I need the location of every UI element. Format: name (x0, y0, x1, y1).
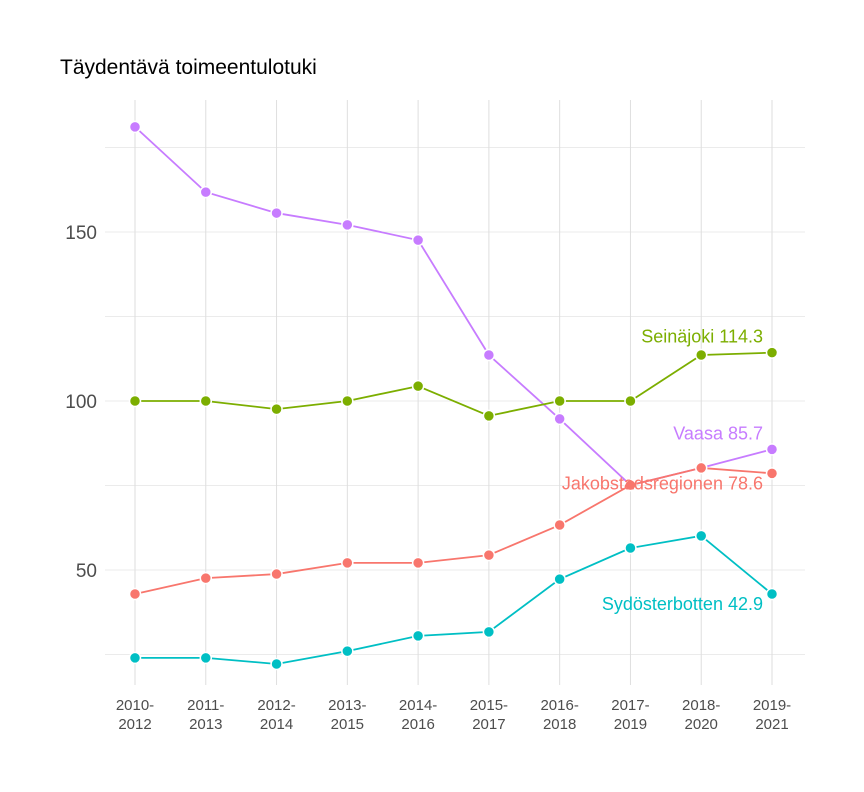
data-point-sydsterbotten (482, 625, 496, 639)
data-point-seinjoki (270, 402, 283, 416)
data-point-jakobstadsregionen (482, 548, 496, 562)
data-point-jakobstadsregionen (553, 518, 566, 532)
x-tick-label: 2015-2017 (470, 697, 508, 733)
data-point-seinjoki (128, 394, 142, 408)
data-point-sydsterbotten (128, 651, 142, 665)
data-point-vaasa (270, 206, 283, 220)
data-point-vaasa (128, 120, 142, 134)
series-line-seinjoki (135, 351, 773, 417)
end-label-vaasa: Vaasa 85.7 (673, 423, 763, 443)
y-tick-label: 100 (65, 392, 97, 413)
data-point-sydsterbotten (341, 644, 354, 658)
data-point-sydsterbotten (624, 541, 637, 555)
data-point-vaasa (411, 233, 425, 247)
data-point-seinjoki (694, 348, 708, 362)
data-point-seinjoki (624, 394, 637, 408)
chart-title: Täydentävä toimeentulotuki (60, 56, 317, 79)
data-point-vaasa (341, 218, 354, 232)
data-point-sydsterbotten (694, 529, 708, 543)
data-point-jakobstadsregionen (411, 556, 425, 570)
data-point-jakobstadsregionen (694, 461, 708, 475)
x-tick-label: 2017-2019 (611, 697, 649, 733)
data-point-seinjoki (411, 379, 425, 393)
data-point-jakobstadsregionen (270, 567, 283, 581)
data-point-sydsterbotten (199, 651, 213, 665)
data-point-seinjoki (553, 394, 566, 408)
x-tick-label: 2014-2016 (399, 697, 437, 733)
series-line-jakobstadsregionen (134, 467, 773, 595)
series-line-sydsterbotten (135, 534, 773, 665)
x-tick-label: 2012-2014 (257, 697, 295, 733)
end-label-seinjoki: Seinäjoki 114.3 (641, 327, 763, 347)
x-tick-label: 2016-2018 (540, 697, 578, 733)
y-tick-label: 150 (65, 223, 97, 244)
data-point-seinjoki (199, 394, 213, 408)
data-point-vaasa (553, 412, 566, 426)
data-point-vaasa (765, 443, 779, 456)
x-tick-label: 2013-2015 (328, 697, 366, 733)
end-label-sydsterbotten: Sydösterbotten 42.9 (602, 594, 763, 614)
data-point-jakobstadsregionen (128, 587, 142, 601)
y-tick-label: 50 (76, 561, 97, 582)
data-point-sydsterbotten (765, 587, 779, 601)
end-label-jakobstadsregionen: Jakobstadsregionen 78.6 (562, 473, 763, 493)
x-tick-label: 2010-2012 (116, 697, 154, 733)
data-point-jakobstadsregionen (624, 478, 637, 492)
x-tick-label: 2018-2020 (682, 697, 720, 733)
data-point-jakobstadsregionen (199, 571, 213, 585)
data-point-vaasa (199, 185, 213, 199)
data-point-jakobstadsregionen (765, 467, 779, 480)
data-point-sydsterbotten (270, 657, 283, 671)
data-point-seinjoki (341, 394, 354, 408)
x-tick-label: 2019-2021 (753, 697, 791, 733)
data-point-seinjoki (482, 409, 496, 423)
x-tick-label: 2011-2013 (187, 697, 224, 733)
data-point-sydsterbotten (553, 572, 566, 586)
data-point-jakobstadsregionen (341, 556, 354, 570)
data-point-sydsterbotten (411, 629, 425, 643)
data-point-vaasa (482, 348, 496, 362)
data-point-seinjoki (765, 346, 779, 359)
